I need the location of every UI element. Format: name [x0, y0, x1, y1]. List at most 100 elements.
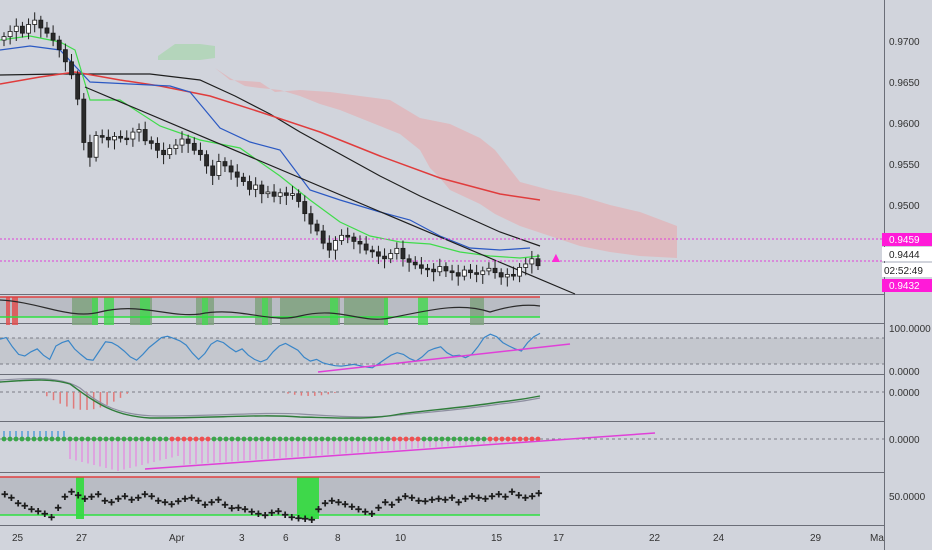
osc3-dot: [523, 436, 529, 442]
osc4-cross: ✚: [408, 493, 416, 503]
candle-body: [124, 137, 130, 141]
candle-body: [265, 191, 271, 195]
band-highlight: [12, 297, 18, 325]
osc3-dot: [145, 436, 151, 442]
osc3-tick: 0.0000: [889, 435, 920, 446]
osc4-cross: ✚: [495, 490, 503, 500]
osc4-cross: ✚: [168, 499, 176, 509]
candle-body: [191, 142, 197, 151]
trend-line-down: [84, 86, 576, 295]
osc4-cross: ✚: [355, 505, 363, 515]
x-tick-5: 8: [335, 533, 341, 544]
osc3-dot: [445, 436, 451, 442]
osc4-cross: ✚: [315, 505, 323, 515]
osc3-dot: [19, 436, 25, 442]
osc4-cross: ✚: [128, 495, 136, 505]
osc3-dot: [307, 436, 313, 442]
y-tick-1: 0.9650: [889, 78, 920, 89]
candle-body: [38, 19, 44, 29]
candle-body: [492, 267, 498, 274]
osc4-range-fill: [0, 477, 540, 515]
candle-body: [351, 236, 357, 242]
price-pane[interactable]: ▲: [0, 12, 884, 295]
osc3-dot: [103, 436, 109, 442]
osc3-dot: [157, 436, 163, 442]
osc4-cross: ✚: [54, 503, 62, 513]
osc4-cross: ✚: [255, 509, 263, 519]
candle-body: [523, 263, 529, 268]
osc3-dot: [331, 436, 337, 442]
osc3-dot: [181, 436, 187, 442]
osc3-dot: [421, 436, 427, 442]
osc4-cross: ✚: [161, 498, 169, 508]
osc4-cross: ✚: [442, 495, 450, 505]
osc3-dot: [199, 436, 205, 442]
candle-body: [290, 193, 295, 196]
x-tick-6: 10: [395, 533, 407, 544]
osc3-dot: [529, 436, 535, 442]
osc3-dot: [289, 436, 295, 442]
x-tick-7: 15: [491, 533, 503, 544]
osc3-dot: [37, 436, 43, 442]
osc4-cross: ✚: [215, 495, 223, 505]
y-tick-4: 0.9500: [889, 201, 920, 212]
indicator-axes: 100.0000 0.0000 0.0000 0.0000 50.0000: [889, 324, 931, 503]
osc3-dot: [451, 436, 457, 442]
osc1-line: [0, 332, 541, 369]
osc3-dot: [469, 436, 475, 442]
osc4-cross: ✚: [502, 492, 510, 502]
oscillator-3-pane[interactable]: [0, 431, 884, 471]
candle-body: [339, 234, 344, 241]
osc3-dot: [247, 436, 253, 442]
candle-body: [498, 272, 504, 278]
badge-upper-bg: [882, 233, 932, 246]
band-indicator-pane[interactable]: [0, 296, 541, 325]
osc4-cross: ✚: [8, 493, 16, 503]
osc3-dot: [427, 436, 433, 442]
fast-ma-blue: [0, 45, 531, 251]
candle-body: [44, 27, 50, 34]
band-highlight: [202, 297, 208, 325]
osc4-cross: ✚: [522, 493, 530, 503]
oscillator-2-pane[interactable]: [0, 377, 884, 419]
osc4-cross: ✚: [375, 503, 383, 513]
osc3-dot: [403, 436, 409, 442]
osc4-cross: ✚: [88, 492, 96, 502]
osc3-dot: [361, 436, 367, 442]
candle-body: [75, 74, 81, 100]
osc4-cross: ✚: [121, 491, 129, 501]
candle-body: [136, 129, 142, 133]
osc3-dot: [73, 436, 79, 442]
osc4-cross: ✚: [341, 499, 349, 509]
osc4-cross: ✚: [368, 509, 376, 519]
badge-lower: 0.9432: [889, 281, 920, 292]
osc3-dot: [13, 436, 19, 442]
osc4-cross: ✚: [155, 496, 163, 506]
band-highlight: [470, 297, 484, 325]
candle-body: [357, 241, 363, 245]
osc3-dot: [223, 436, 229, 442]
y-tick-2: 0.9600: [889, 119, 920, 130]
osc3-dot: [517, 436, 523, 442]
osc3-dot: [61, 436, 67, 442]
candle-body: [431, 268, 437, 273]
osc4-cross: ✚: [515, 490, 523, 500]
band-highlight: [344, 297, 388, 325]
osc4-cross: ✚: [1, 490, 9, 500]
oscillator-4-pane[interactable]: ✚ ✚✚ ✚ ✚ ✚ ✚ ✚✚✚ ✚ ✚ ✚ ✚ ✚✚ ✚ ✚ ✚ ✚ ✚ ✚ ✚ ✚ ✚ ✚ ✚ ✚ ✚ ✚ ✚ ✚ ✚✚ ✚ ✚ ✚ ✚ ✚ ✚…: [0, 476, 543, 525]
osc3-dot: [319, 436, 325, 442]
candle-body: [474, 272, 480, 275]
osc4-cross: ✚: [61, 492, 69, 502]
candlesticks: [1, 12, 541, 287]
oscillator-1-pane[interactable]: [0, 332, 884, 373]
osc4-cross: ✚: [462, 494, 470, 504]
osc4-cross: ✚: [295, 513, 303, 523]
osc3-dot: [193, 436, 199, 442]
candle-body: [62, 49, 68, 63]
x-tick-4: 6: [283, 533, 289, 544]
osc4-oversold-zone-2: [297, 477, 319, 519]
badge-countdown: 02:52:49: [884, 266, 923, 277]
osc3-dot: [175, 436, 181, 442]
candle-body: [210, 165, 216, 176]
x-tick-3: 3: [239, 533, 245, 544]
